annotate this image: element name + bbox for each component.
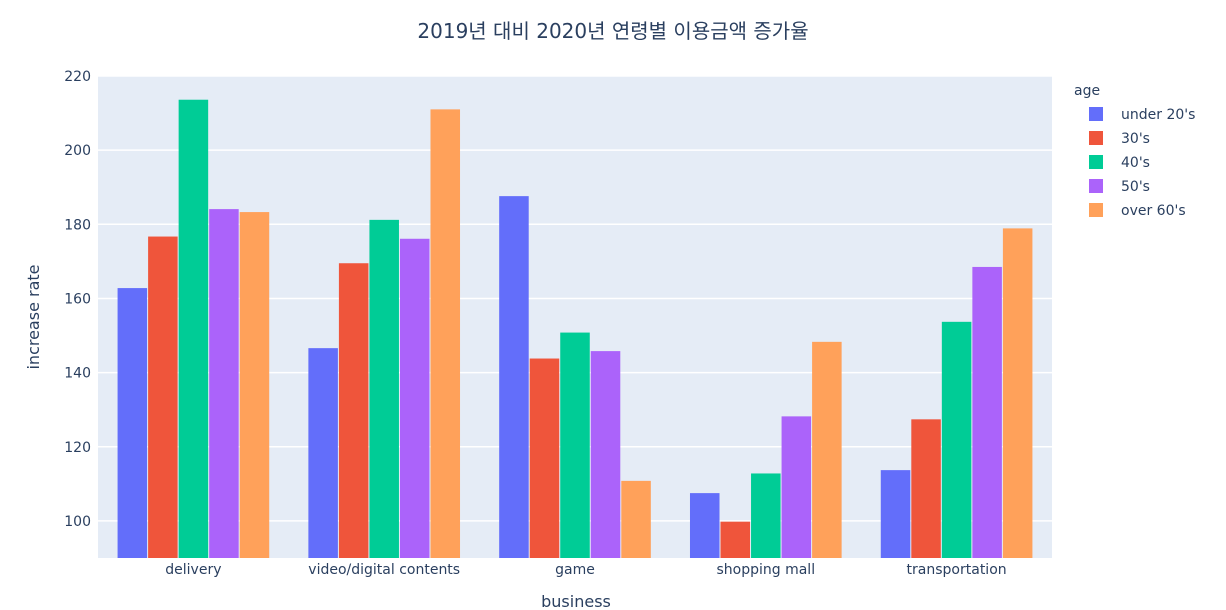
bar-30-s-0[interactable]: [148, 236, 178, 558]
bar-under-20-s-2[interactable]: [499, 196, 529, 559]
legend-label[interactable]: 50's: [1121, 179, 1150, 195]
x-tick-label: video/digital contents: [308, 562, 460, 578]
legend-items: under 20's 30's 40's 50's over 60's: [1089, 107, 1195, 219]
bar-30-s-2[interactable]: [529, 358, 560, 558]
x-tick-label: delivery: [165, 562, 221, 578]
bar-40-s-4[interactable]: [941, 321, 972, 558]
bars: [117, 99, 1033, 559]
y-tick-label: 100: [64, 514, 91, 530]
legend-label[interactable]: 30's: [1121, 131, 1150, 147]
legend-swatch[interactable]: [1089, 203, 1103, 217]
y-tick-labels: 100 120 140 160 180 200 220: [64, 69, 91, 530]
bar-over-60-s-4[interactable]: [1002, 228, 1033, 558]
y-tick-label: 120: [64, 440, 91, 456]
y-axis-title: increase rate: [24, 264, 43, 369]
bar-under-20-s-4[interactable]: [880, 470, 911, 558]
x-tick-label: shopping mall: [716, 562, 815, 578]
bar-50-s-2[interactable]: [590, 351, 621, 558]
bar-40-s-0[interactable]: [178, 99, 209, 558]
x-tick-label: game: [555, 562, 595, 578]
y-tick-label: 220: [64, 69, 91, 85]
legend-label[interactable]: 40's: [1121, 155, 1150, 171]
bar-30-s-1[interactable]: [338, 263, 369, 558]
x-tick-label: transportation: [907, 562, 1007, 578]
bar-under-20-s-1[interactable]: [308, 348, 338, 558]
bar-50-s-0[interactable]: [209, 209, 239, 559]
legend-swatch[interactable]: [1089, 131, 1103, 145]
bar-under-20-s-0[interactable]: [117, 288, 148, 558]
legend-title: age: [1074, 83, 1100, 99]
bar-over-60-s-3[interactable]: [812, 341, 842, 558]
x-tick-labels: delivery video/digital contents game shoppi…: [165, 562, 1006, 578]
y-tick-label: 160: [64, 291, 91, 307]
bar-50-s-1[interactable]: [399, 238, 430, 558]
bar-40-s-3[interactable]: [751, 473, 781, 558]
x-axis-title: business: [541, 592, 611, 610]
y-tick-label: 180: [64, 217, 91, 233]
bar-over-60-s-0[interactable]: [239, 212, 270, 558]
legend-label[interactable]: over 60's: [1121, 203, 1186, 219]
bar-40-s-1[interactable]: [369, 219, 399, 558]
bar-under-20-s-3[interactable]: [689, 493, 720, 558]
bar-30-s-4[interactable]: [911, 419, 941, 558]
y-tick-label: 200: [64, 143, 91, 159]
legend-swatch[interactable]: [1089, 155, 1103, 169]
bar-30-s-3[interactable]: [720, 521, 751, 558]
bar-50-s-3[interactable]: [781, 416, 812, 558]
chart-title: 2019년 대비 2020년 연령별 이용금액 증가율: [417, 19, 808, 43]
bar-over-60-s-2[interactable]: [621, 480, 651, 558]
y-tick-label: 140: [64, 366, 91, 382]
legend-swatch[interactable]: [1089, 179, 1103, 193]
bar-50-s-4[interactable]: [972, 266, 1002, 558]
bar-40-s-2[interactable]: [560, 332, 590, 558]
legend: age under 20's 30's 40's 50's over 60's: [1074, 83, 1195, 219]
legend-swatch[interactable]: [1089, 107, 1103, 121]
legend-label[interactable]: under 20's: [1121, 107, 1195, 123]
bar-over-60-s-1[interactable]: [430, 109, 461, 558]
